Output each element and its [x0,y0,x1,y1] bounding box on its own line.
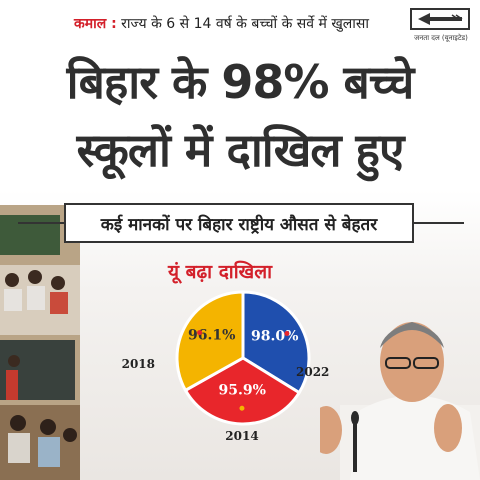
pie-marker-2018 [197,330,203,336]
year-label-2022: 2022 [296,365,329,379]
pie-slice-2018 [175,290,245,393]
chart-title: यूं बढ़ा दाखिला [168,261,272,283]
pie-label-2014: 95.9% [219,382,266,398]
arrow-logo-icon [410,8,470,30]
top-line-text: राज्य के 6 से 14 वर्ष के बच्चों के सर्वे… [121,16,369,32]
subheadline-text: कई मानकों पर बिहार राष्ट्रीय औसत से बेहत… [100,214,378,235]
subheadline-rule-left [18,222,64,224]
pie-marker-2014 [239,405,245,411]
pie-label-2018: 96.1% [188,328,235,344]
top-line: कमाल : राज्य के 6 से 14 वर्ष के बच्चों क… [74,14,369,33]
year-label-2018: 2018 [122,357,155,371]
party-logo: जनता दल (यूनाइटेड) [410,8,472,48]
leader-photo [320,322,480,480]
logo-caption: जनता दल (यूनाइटेड) [414,34,468,42]
top-line-highlight: कमाल : [74,16,117,32]
headline-line-2: स्कूलों में दाखिल हुए [76,123,405,177]
classroom-photo [0,205,80,480]
headline-line-1: बिहार के 98% बच्चे [66,55,415,109]
pie-marker-2022 [284,330,290,336]
pie-label-2022: 98.0% [251,328,298,344]
subheadline-rule-right [414,222,464,224]
year-label-2014: 2014 [225,429,258,443]
subheadline: कई मानकों पर बिहार राष्ट्रीय औसत से बेहत… [64,203,414,243]
